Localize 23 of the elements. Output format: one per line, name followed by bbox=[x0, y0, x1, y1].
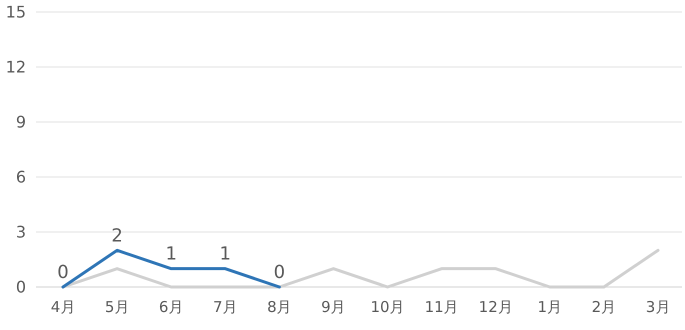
x-tick-label: 1月 bbox=[538, 298, 562, 316]
y-tick-label: 9 bbox=[16, 112, 26, 132]
x-tick-label: 9月 bbox=[321, 298, 346, 316]
y-tick-label: 3 bbox=[16, 222, 26, 242]
y-tick-label: 0 bbox=[16, 278, 26, 297]
y-tick-label: 12 bbox=[6, 58, 26, 77]
x-tick-label: 4月 bbox=[50, 298, 76, 316]
data-label: 0 bbox=[274, 262, 286, 283]
x-tick-label: 10月 bbox=[370, 298, 405, 316]
x-tick-label: 6月 bbox=[158, 298, 184, 316]
x-tick-label: 3月 bbox=[646, 298, 670, 316]
data-label: 1 bbox=[220, 244, 231, 265]
data-label: 0 bbox=[57, 262, 69, 283]
x-tick-label: 2月 bbox=[592, 298, 616, 316]
x-tick-label: 8月 bbox=[267, 298, 292, 316]
x-tick-label: 7月 bbox=[213, 298, 238, 316]
data-label: 1 bbox=[165, 244, 177, 265]
y-tick-label: 15 bbox=[6, 2, 26, 22]
data-label: 2 bbox=[111, 225, 123, 246]
y-tick-label: 6 bbox=[16, 168, 26, 187]
x-tick-label: 12月 bbox=[478, 298, 513, 316]
x-tick-label: 5月 bbox=[104, 298, 130, 316]
x-tick-label: 11月 bbox=[424, 298, 459, 316]
